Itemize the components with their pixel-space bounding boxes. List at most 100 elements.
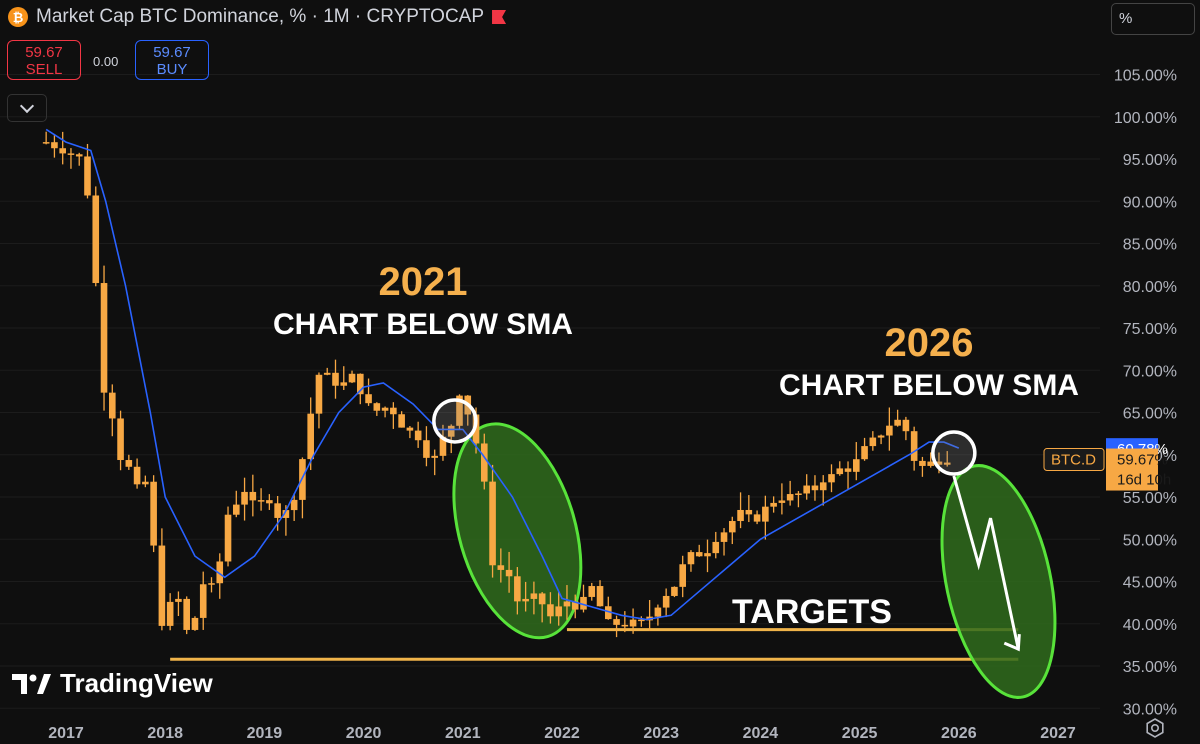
candle bbox=[588, 582, 596, 601]
candle bbox=[489, 464, 496, 578]
candle-body bbox=[836, 468, 844, 475]
candle-body bbox=[423, 440, 430, 458]
price-axis[interactable]: 105.00% 100.00% 95.00% 90.00% 85.00% 80.00% 75… bbox=[1114, 68, 1177, 719]
candle bbox=[398, 411, 405, 428]
tradingview-logo: TradingView bbox=[12, 668, 213, 699]
candle-body bbox=[861, 446, 868, 460]
scale-mode-button[interactable]: % bbox=[1111, 3, 1195, 35]
candle-body bbox=[489, 481, 496, 566]
candle-body bbox=[125, 460, 133, 467]
candle-body bbox=[340, 382, 348, 386]
candle bbox=[861, 437, 868, 461]
candle bbox=[919, 456, 926, 477]
candle bbox=[728, 516, 736, 545]
candle bbox=[125, 454, 133, 470]
x-tick-label: 2021 bbox=[445, 725, 481, 742]
candle-body bbox=[877, 435, 885, 438]
tradingview-icon bbox=[12, 673, 51, 694]
countdown-text: 16d 10h bbox=[1117, 472, 1171, 489]
candle bbox=[629, 608, 637, 634]
time-axis[interactable]: 2017 2018 2019 2020 2021 2022 2023 2024 2025 2026… bbox=[48, 725, 1076, 742]
candle bbox=[547, 592, 554, 624]
buy-button[interactable]: 59.67 BUY bbox=[135, 40, 209, 80]
candle bbox=[166, 593, 174, 631]
x-tick-label: 2019 bbox=[247, 725, 283, 742]
candle bbox=[580, 584, 587, 613]
candle bbox=[844, 461, 852, 489]
candle-body bbox=[108, 392, 116, 419]
y-tick-label: 50.00% bbox=[1123, 532, 1177, 549]
candle-body bbox=[398, 414, 405, 428]
candle-body bbox=[943, 462, 951, 465]
candle bbox=[852, 442, 860, 481]
candle bbox=[720, 528, 728, 556]
candle bbox=[662, 588, 670, 618]
candle-body bbox=[266, 500, 273, 504]
candle bbox=[59, 131, 66, 165]
candle bbox=[423, 426, 430, 467]
collapse-button[interactable] bbox=[7, 94, 47, 122]
candle-body bbox=[679, 564, 686, 587]
sell-label: SELL bbox=[25, 61, 63, 78]
candle-body bbox=[232, 504, 240, 515]
candle bbox=[249, 474, 257, 517]
candle-body bbox=[67, 153, 75, 155]
candle bbox=[307, 397, 314, 471]
spread-value: 0.00 bbox=[93, 54, 119, 69]
candle bbox=[356, 373, 364, 405]
flag-icon[interactable] bbox=[492, 10, 507, 24]
candle bbox=[175, 591, 182, 617]
annotation-targets: TARGETS bbox=[732, 593, 892, 631]
candle bbox=[737, 492, 744, 529]
candle-body bbox=[621, 624, 629, 627]
candle bbox=[108, 384, 116, 437]
candle bbox=[836, 461, 844, 476]
y-tick-label: 35.00% bbox=[1123, 659, 1177, 676]
candle bbox=[183, 596, 190, 635]
candle bbox=[910, 426, 918, 471]
candle-body bbox=[927, 461, 934, 466]
annotation-text-2026: CHART BELOW SMA bbox=[779, 369, 1079, 402]
gear-icon[interactable] bbox=[1145, 718, 1165, 738]
candle bbox=[290, 493, 298, 521]
last-price-text: 59.67% bbox=[1117, 452, 1168, 469]
arrow-head bbox=[1003, 634, 1021, 652]
candle bbox=[770, 496, 777, 513]
x-tick-label: 2026 bbox=[941, 725, 977, 742]
candle-body bbox=[133, 466, 141, 485]
candle-body bbox=[348, 373, 356, 383]
candle-body bbox=[51, 142, 58, 149]
candle bbox=[340, 366, 348, 390]
candle-body bbox=[290, 499, 298, 511]
candle-body bbox=[175, 598, 182, 602]
cross-circle bbox=[931, 430, 977, 476]
candle-body bbox=[894, 419, 901, 426]
y-tick-label: 105.00% bbox=[1114, 68, 1177, 85]
sell-price: 59.67 bbox=[25, 44, 63, 61]
candle bbox=[943, 451, 951, 467]
candle bbox=[42, 131, 50, 145]
candle bbox=[332, 359, 339, 399]
candle-body bbox=[704, 553, 711, 557]
candle-body bbox=[786, 494, 794, 501]
candle-body bbox=[886, 425, 893, 436]
candle-body bbox=[390, 407, 397, 415]
sell-button[interactable]: 59.67 SELL bbox=[7, 40, 81, 80]
candle-body bbox=[720, 532, 728, 542]
candle bbox=[480, 433, 488, 490]
candle bbox=[158, 528, 166, 631]
candle-body bbox=[75, 154, 83, 157]
candle-body bbox=[563, 601, 571, 607]
candle bbox=[191, 616, 199, 631]
buy-price: 59.67 bbox=[153, 44, 191, 61]
candle bbox=[894, 409, 901, 427]
candle-body bbox=[910, 431, 918, 461]
chevron-down-icon bbox=[19, 98, 35, 114]
candle bbox=[257, 488, 265, 511]
candle-body bbox=[150, 481, 157, 546]
candle-body bbox=[795, 493, 802, 495]
candle-body bbox=[100, 283, 108, 393]
candle-body bbox=[431, 455, 438, 458]
candle bbox=[795, 491, 802, 508]
